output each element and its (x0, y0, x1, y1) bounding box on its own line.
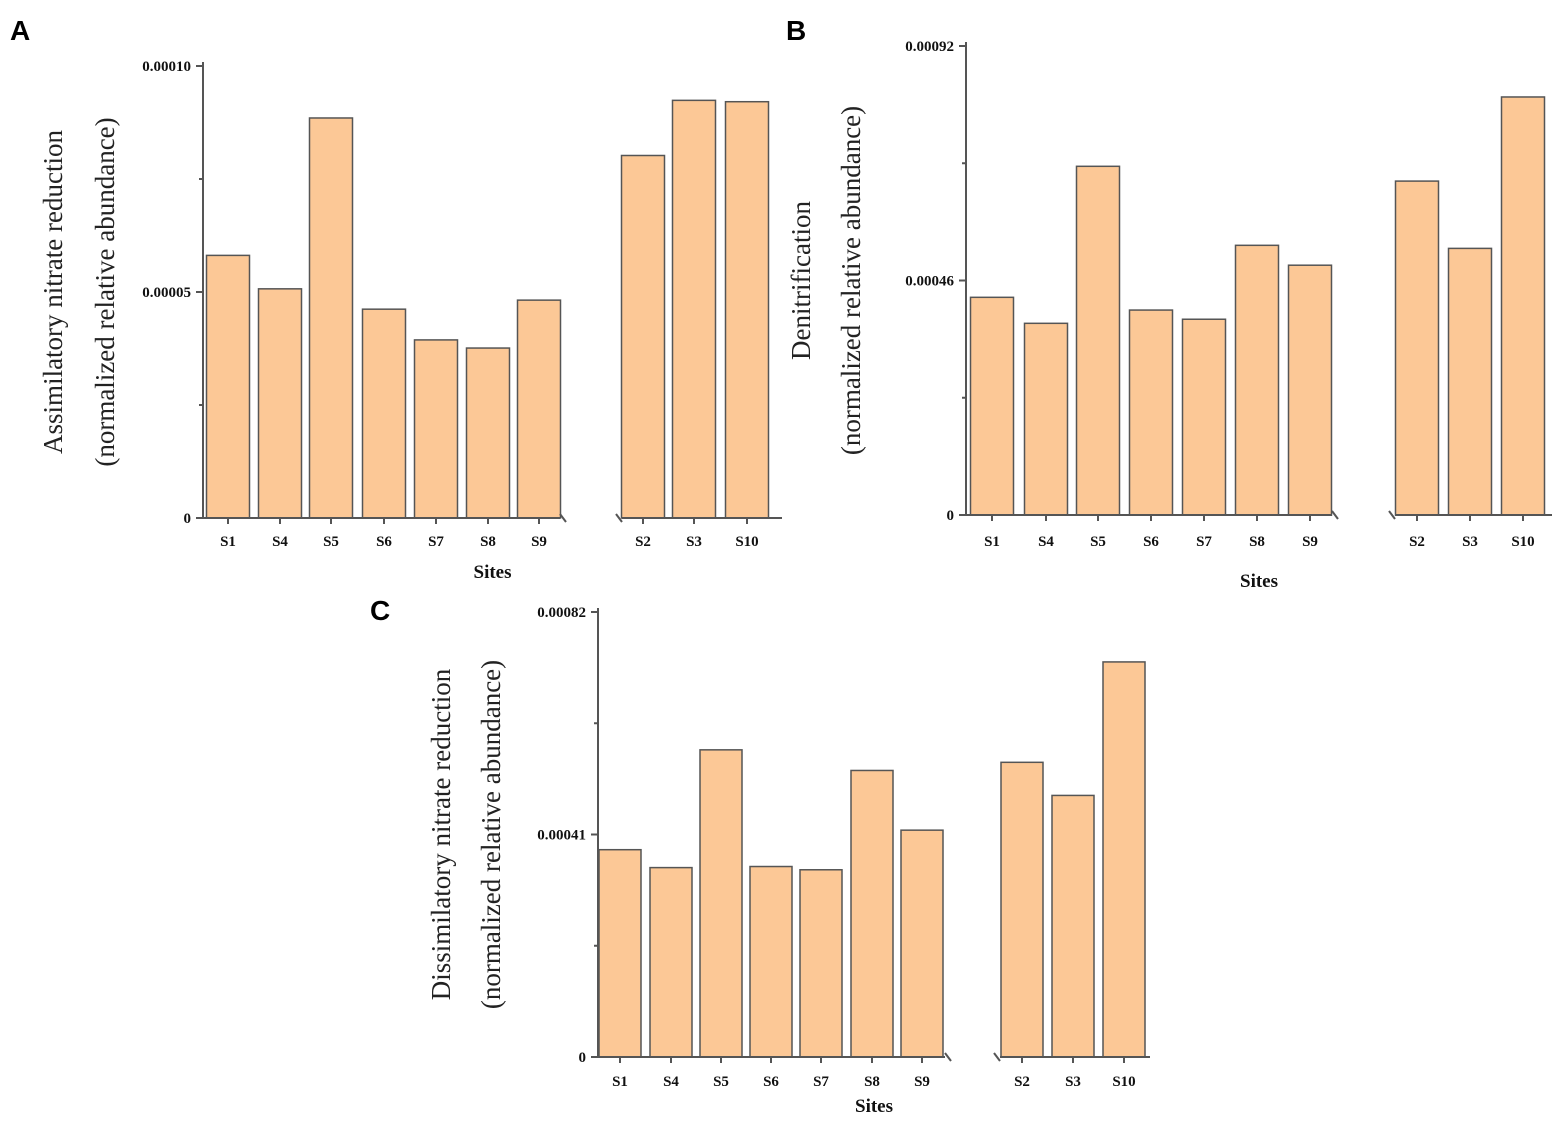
x-tick-label-s4: S4 (1038, 534, 1054, 550)
x-tick-label-s2: S2 (1014, 1074, 1030, 1090)
bar-s10 (1102, 661, 1146, 1058)
y-tick-label: 0 (947, 508, 955, 524)
x-tick-label-s1: S1 (612, 1074, 628, 1090)
bar-s5 (699, 749, 743, 1058)
x-tick-label-s9: S9 (1302, 534, 1318, 550)
bar-s8 (850, 769, 894, 1058)
x-tick-label-s8: S8 (480, 534, 496, 550)
x-tick-label-s3: S3 (1065, 1074, 1081, 1090)
bar-s4 (649, 866, 693, 1058)
bar-s9 (900, 829, 944, 1058)
bar-s7 (799, 869, 843, 1058)
bar-s7 (413, 339, 459, 519)
panel-letter: C (370, 595, 390, 626)
y-tick-label: 0.00005 (142, 285, 191, 301)
y-tick-label: 0 (579, 1050, 587, 1066)
bar-s6 (1128, 309, 1174, 516)
x-tick-label-s2: S2 (1409, 534, 1425, 550)
y-tick-label: 0.00010 (142, 59, 191, 75)
x-tick-label-s9: S9 (914, 1074, 930, 1090)
x-tick-label-s10: S10 (1112, 1074, 1135, 1090)
chart-panel-b: B 0 0.00046 0.00092 S1 S4 S5 S6 S7 S8 S9 S2 S3 S10 Sit… (786, 15, 1552, 592)
y-axis-label-line-1: Dissimilatory nitrate reduction (426, 668, 456, 1000)
x-tick-label-s6: S6 (763, 1074, 779, 1090)
y-tick-label: 0.00041 (537, 828, 586, 844)
x-tick-label-s5: S5 (323, 534, 339, 550)
bar-s2 (1000, 761, 1044, 1058)
bar-s2 (620, 154, 666, 519)
y-tick-label: 0.00092 (905, 39, 954, 55)
x-axis-label: Sites (855, 1096, 893, 1117)
bar-s3 (1447, 247, 1493, 516)
bar-s5 (1075, 165, 1121, 516)
x-tick-label-s1: S1 (984, 534, 1000, 550)
axis-break-left (944, 1052, 952, 1062)
panel-letter: B (786, 15, 806, 46)
bar-s2 (1394, 180, 1440, 516)
y-axis-label-line-1: Denitrification (786, 201, 816, 360)
x-tick-label-s10: S10 (735, 534, 758, 550)
bar-s8 (1234, 244, 1280, 516)
axis-break-right (993, 1052, 1001, 1062)
x-tick-label-s8: S8 (864, 1074, 880, 1090)
x-axis-label: Sites (1240, 571, 1278, 592)
x-tick-label-s4: S4 (663, 1074, 679, 1090)
bar-s7 (1181, 318, 1227, 516)
y-axis-label-line-1: Assimilatory nitrate reduction (38, 130, 68, 454)
x-tick-label-s10: S10 (1511, 534, 1534, 550)
y-axis-label-line-2: (normalized relative abundance) (476, 660, 506, 1009)
x-tick-label-s6: S6 (1143, 534, 1159, 550)
x-tick-label-s7: S7 (428, 534, 444, 550)
bar-s9 (1287, 264, 1333, 516)
bar-s3 (1051, 794, 1095, 1058)
y-tick-label: 0 (184, 511, 192, 527)
x-tick-label-s4: S4 (272, 534, 288, 550)
x-tick-label-s9: S9 (531, 534, 547, 550)
bar-s4 (1023, 322, 1069, 516)
x-tick-label-s8: S8 (1249, 534, 1265, 550)
panel-letter: A (10, 15, 30, 46)
x-tick-label-s2: S2 (635, 534, 651, 550)
bar-s4 (257, 288, 303, 519)
bar-s1 (598, 848, 642, 1058)
axis-break-left (559, 513, 567, 523)
x-tick-label-s5: S5 (713, 1074, 729, 1090)
bar-s5 (308, 117, 354, 519)
bar-s8 (465, 347, 511, 519)
bar-s1 (969, 296, 1015, 516)
bar-s10 (1500, 96, 1546, 516)
x-tick-label-s3: S3 (686, 534, 702, 550)
y-tick-label: 0.00082 (537, 605, 586, 621)
x-tick-label-s3: S3 (1462, 534, 1478, 550)
x-tick-label-s5: S5 (1090, 534, 1106, 550)
bar-s6 (749, 865, 793, 1058)
axis-break-left (1331, 510, 1339, 520)
bar-s10 (724, 100, 770, 519)
axis-break-right (615, 513, 623, 523)
y-tick-label: 0.00046 (905, 274, 954, 290)
x-tick-label-s7: S7 (1196, 534, 1212, 550)
bar-s6 (361, 308, 407, 519)
y-axis-label-line-2: (normalized relative abundance) (836, 106, 866, 455)
axis-break-right (1388, 510, 1396, 520)
y-axis-label-line-2: (normalized relative abundance) (90, 117, 120, 466)
bar-s9 (516, 299, 562, 519)
x-tick-label-s6: S6 (376, 534, 392, 550)
bar-s3 (671, 99, 717, 519)
x-tick-label-s7: S7 (813, 1074, 829, 1090)
chart-panel-c: C 0 0.00041 0.00082 S1 S4 S5 S6 S7 S8 S9 S2 S3 S10 Sit… (370, 595, 1150, 1117)
x-axis-label: Sites (474, 562, 512, 583)
bar-s1 (205, 254, 251, 519)
x-tick-label-s1: S1 (220, 534, 236, 550)
chart-panel-a: A 0 0.00005 0.00010 S1 S4 S5 S6 S7 S8 S9 S2 S3 S10 Sit… (10, 15, 782, 583)
